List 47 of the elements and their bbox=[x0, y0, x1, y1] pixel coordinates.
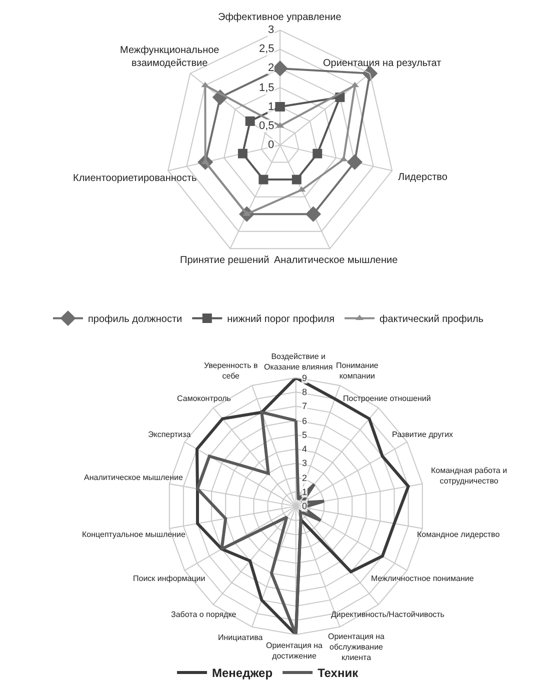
spoke-label: Клиентоориетированность bbox=[73, 173, 197, 184]
spoke-label: Поиск информации bbox=[133, 574, 206, 583]
y-tick-label: 1 bbox=[302, 487, 308, 497]
spoke-label: Директивность/Настойчивость bbox=[331, 610, 444, 619]
y-tick-label: 7 bbox=[302, 401, 308, 411]
spoke-label: Забота о порядке bbox=[171, 610, 237, 619]
spoke-label: Понимание компании bbox=[336, 361, 379, 380]
y-tick-label: 8 bbox=[302, 387, 308, 397]
spoke-label: Межличностное понимание bbox=[371, 574, 474, 583]
y-tick-label: 5 bbox=[302, 430, 308, 440]
spoke-label: Инициатива bbox=[218, 633, 264, 642]
y-tick-label: 2 bbox=[268, 62, 274, 74]
spoke-label: Эффективное управление bbox=[218, 12, 342, 23]
spoke-label: Концептуальное мышление bbox=[82, 530, 186, 539]
spoke-label: Командная работа и сотрудничество bbox=[431, 466, 508, 486]
spoke-label: Аналитическое мышление bbox=[84, 473, 184, 482]
y-tick-label: 1,5 bbox=[259, 82, 274, 94]
spoke-label: Принятие решений bbox=[180, 255, 270, 266]
spoke-label: Самоконтроль bbox=[177, 394, 231, 403]
y-tick-label: 6 bbox=[302, 416, 308, 426]
y-tick-label: 0 bbox=[268, 139, 274, 151]
spoke-label: Построение отношений bbox=[343, 394, 431, 403]
spoke-label: Экспертиза bbox=[148, 430, 192, 439]
y-tick-label: 2 bbox=[302, 473, 308, 483]
legend-label: Техник bbox=[318, 666, 360, 680]
y-tick-label: 1 bbox=[268, 101, 274, 113]
legend-label: Менеджер bbox=[212, 666, 273, 680]
spoke-label: Аналитическое мышление bbox=[274, 255, 398, 266]
legend-label: нижний порог профиля bbox=[227, 314, 335, 326]
spoke-label: Лидерство bbox=[398, 172, 448, 183]
spoke-label: Командное лидерство bbox=[417, 530, 500, 539]
y-tick-label: 3 bbox=[302, 458, 308, 468]
spoke-label: Развитие других bbox=[392, 430, 454, 439]
y-tick-label: 0 bbox=[302, 501, 308, 511]
legend-label: профиль должности bbox=[88, 314, 182, 326]
spoke-label: Межфункциональное взаимодействие bbox=[120, 45, 220, 69]
y-tick-label: 3 bbox=[268, 24, 274, 36]
spoke-label: Ориентация на обслуживание клиента bbox=[328, 632, 386, 662]
y-tick-label: 9 bbox=[302, 373, 308, 383]
y-tick-label: 4 bbox=[302, 444, 308, 454]
spoke-label: Ориентация на достижение bbox=[266, 641, 324, 660]
y-tick-label: 2,5 bbox=[259, 43, 274, 55]
spoke-label: Воздействие и Оказание влияния bbox=[264, 352, 333, 372]
y-tick-label: 0,5 bbox=[259, 120, 274, 132]
spoke-label: Уверенность в себе bbox=[204, 361, 258, 380]
spoke-label: Ориентация на результат bbox=[323, 58, 442, 69]
legend-label: фактический профиль bbox=[380, 314, 484, 326]
